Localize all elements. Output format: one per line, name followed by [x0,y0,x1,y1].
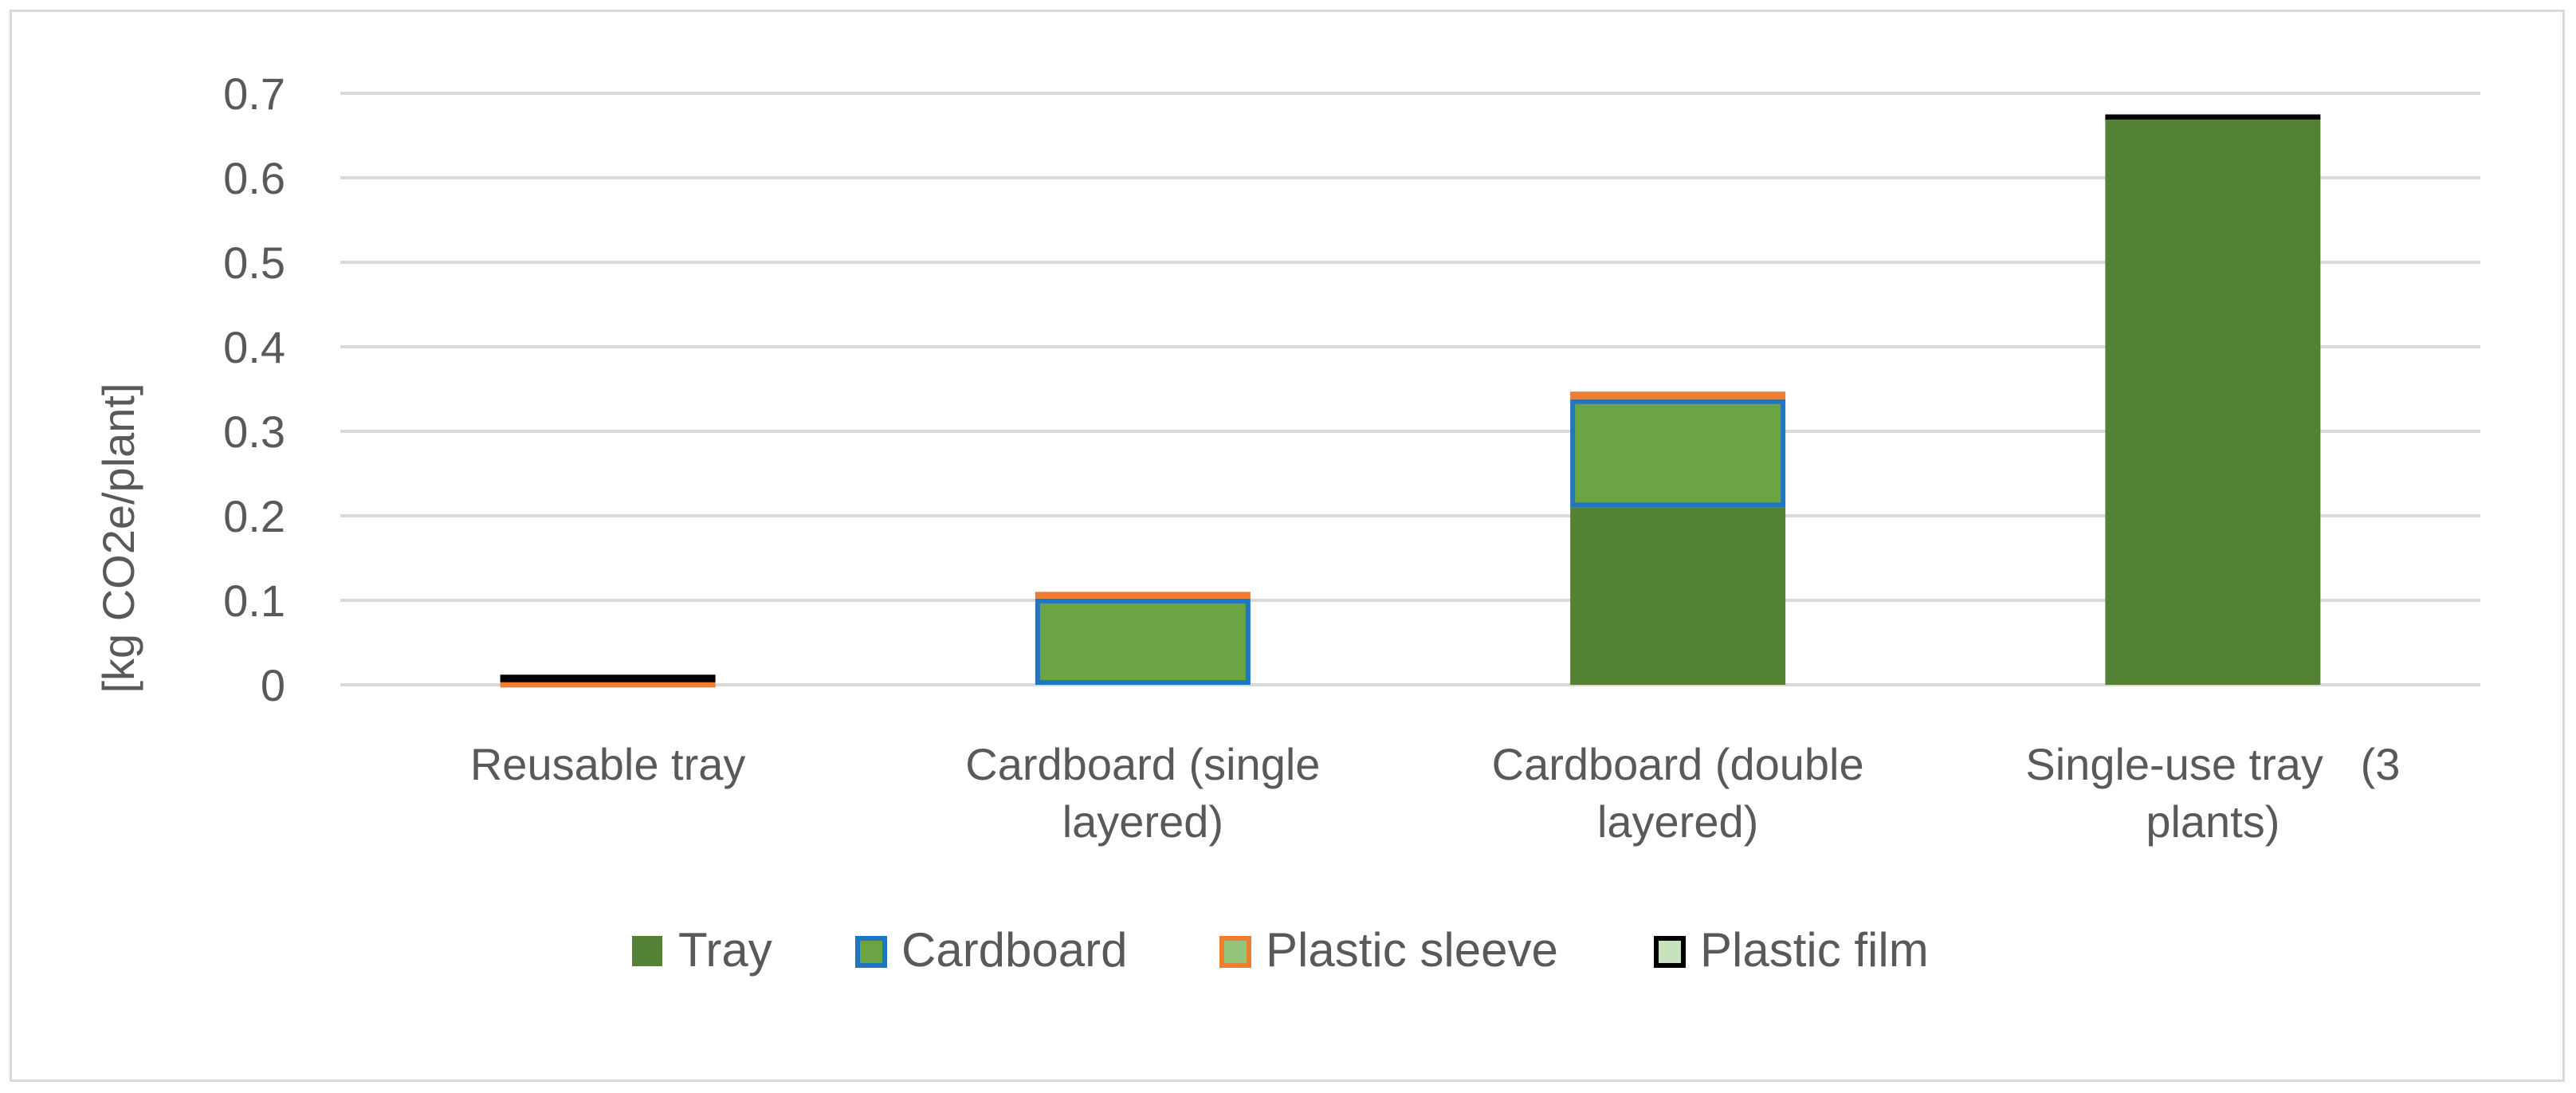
bars [500,114,2321,688]
y-tick-label: 0.5 [223,238,285,288]
x-category-label: Reusable tray [470,739,746,789]
legend-swatch-tray [632,936,662,966]
cardboard-bar-segment [1035,598,1251,686]
y-axis-title: [kg CO2e/plant] [93,383,143,693]
x-category-label: Single-use tray (3 plants) [2025,739,2400,847]
y-tick-label: 0.2 [223,491,285,541]
legend: Tray Cardboard Plastic sleeve Plastic film [632,923,1929,977]
y-tick-label: 0.3 [223,407,285,457]
y-tick-labels: 0 0.1 0.2 0.3 0.4 0.5 0.6 0.7 [223,69,285,710]
legend-swatch-cardboard [855,936,887,968]
plastic-film-bar-segment [500,674,716,682]
plastic-sleeve-bar-segment [1035,592,1251,599]
x-category-labels: Reusable tray Cardboard (single layered) Ca… [470,739,2401,847]
legend-swatch-plastic-sleeve [1219,936,1251,968]
y-tick-label: 0.1 [223,576,285,626]
tray-bar-segment [1570,507,1786,685]
legend-label-plastic-sleeve: Plastic sleeve [1266,923,1558,977]
plastic-sleeve-bar-segment [500,682,716,688]
cardboard-bar-segment [1570,399,1786,508]
plastic-film-bar-segment [2105,114,2321,120]
y-tick-label: 0.7 [223,69,285,119]
x-category-label: Cardboard (single layered) [965,739,1320,847]
legend-label-tray: Tray [678,923,772,977]
y-tick-label: 0 [261,660,285,710]
y-tick-label: 0.6 [223,153,285,203]
x-category-label: Cardboard (double layered) [1492,739,1864,847]
tray-bar-segment [2105,118,2321,686]
legend-label-cardboard: Cardboard [901,923,1128,977]
legend-swatch-plastic-film [1654,936,1686,968]
y-tick-label: 0.4 [223,322,285,372]
legend-label-plastic-film: Plastic film [1700,923,1929,977]
plastic-sleeve-bar-segment [1570,391,1786,399]
